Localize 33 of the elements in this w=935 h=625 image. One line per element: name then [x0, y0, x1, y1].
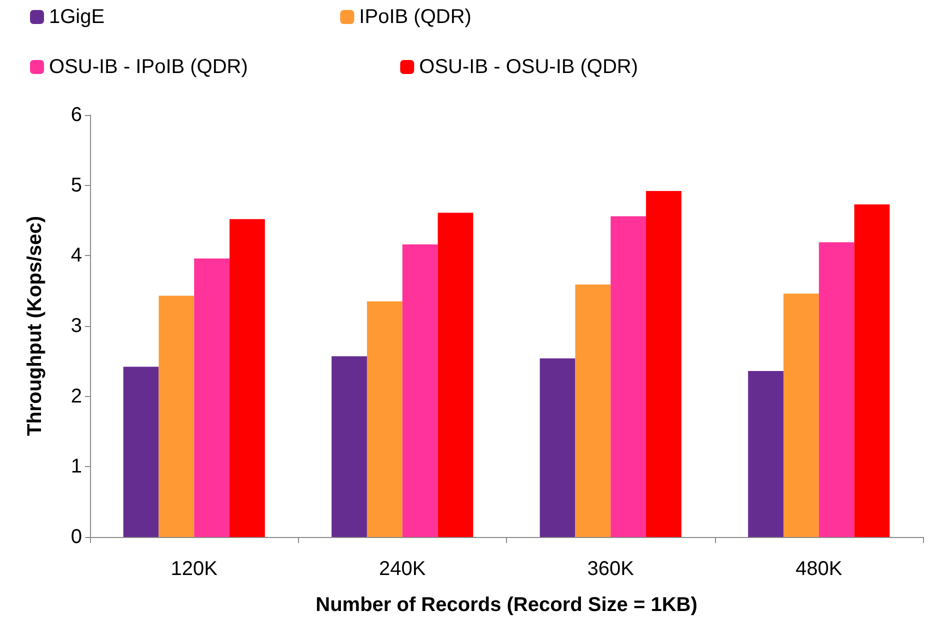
bar: [158, 296, 194, 537]
y-tick-label: 5: [70, 174, 82, 196]
bar: [540, 358, 576, 537]
bar: [123, 366, 159, 537]
bar: [748, 371, 784, 537]
bar: [646, 190, 682, 537]
bar: [438, 212, 474, 537]
legend-label: 1GigE: [49, 6, 310, 28]
y-tick-label: 0: [70, 526, 82, 548]
y-axis-title: Throughput (Kops/sec): [24, 216, 46, 436]
bar: [610, 216, 646, 537]
bar: [332, 356, 367, 537]
legend-label: OSU-IB - IPoIB (QDR): [49, 56, 370, 78]
y-tick-label: 3: [70, 315, 82, 337]
bar: [366, 301, 402, 537]
y-tick-label: 1: [70, 456, 82, 478]
legend-label: IPoIB (QDR): [359, 6, 644, 28]
bar: [783, 294, 819, 537]
x-tick-label: 480K: [796, 558, 843, 580]
x-tick-label: 120K: [170, 558, 218, 580]
bar: [575, 284, 611, 537]
bar: [230, 219, 265, 537]
y-tick-label: 6: [70, 104, 82, 126]
bar: [194, 258, 230, 537]
x-tick-label: 240K: [379, 558, 426, 580]
y-tick-label: 4: [70, 244, 82, 267]
legend-label: OSU-IB - OSU-IB (QDR): [419, 56, 755, 78]
bar: [402, 244, 438, 537]
x-axis-title: Number of Records (Record Size = 1KB): [316, 594, 698, 616]
bar: [818, 242, 854, 537]
bar: [854, 204, 890, 537]
x-tick-label: 360K: [587, 558, 635, 580]
y-tick-label: 2: [70, 385, 82, 408]
